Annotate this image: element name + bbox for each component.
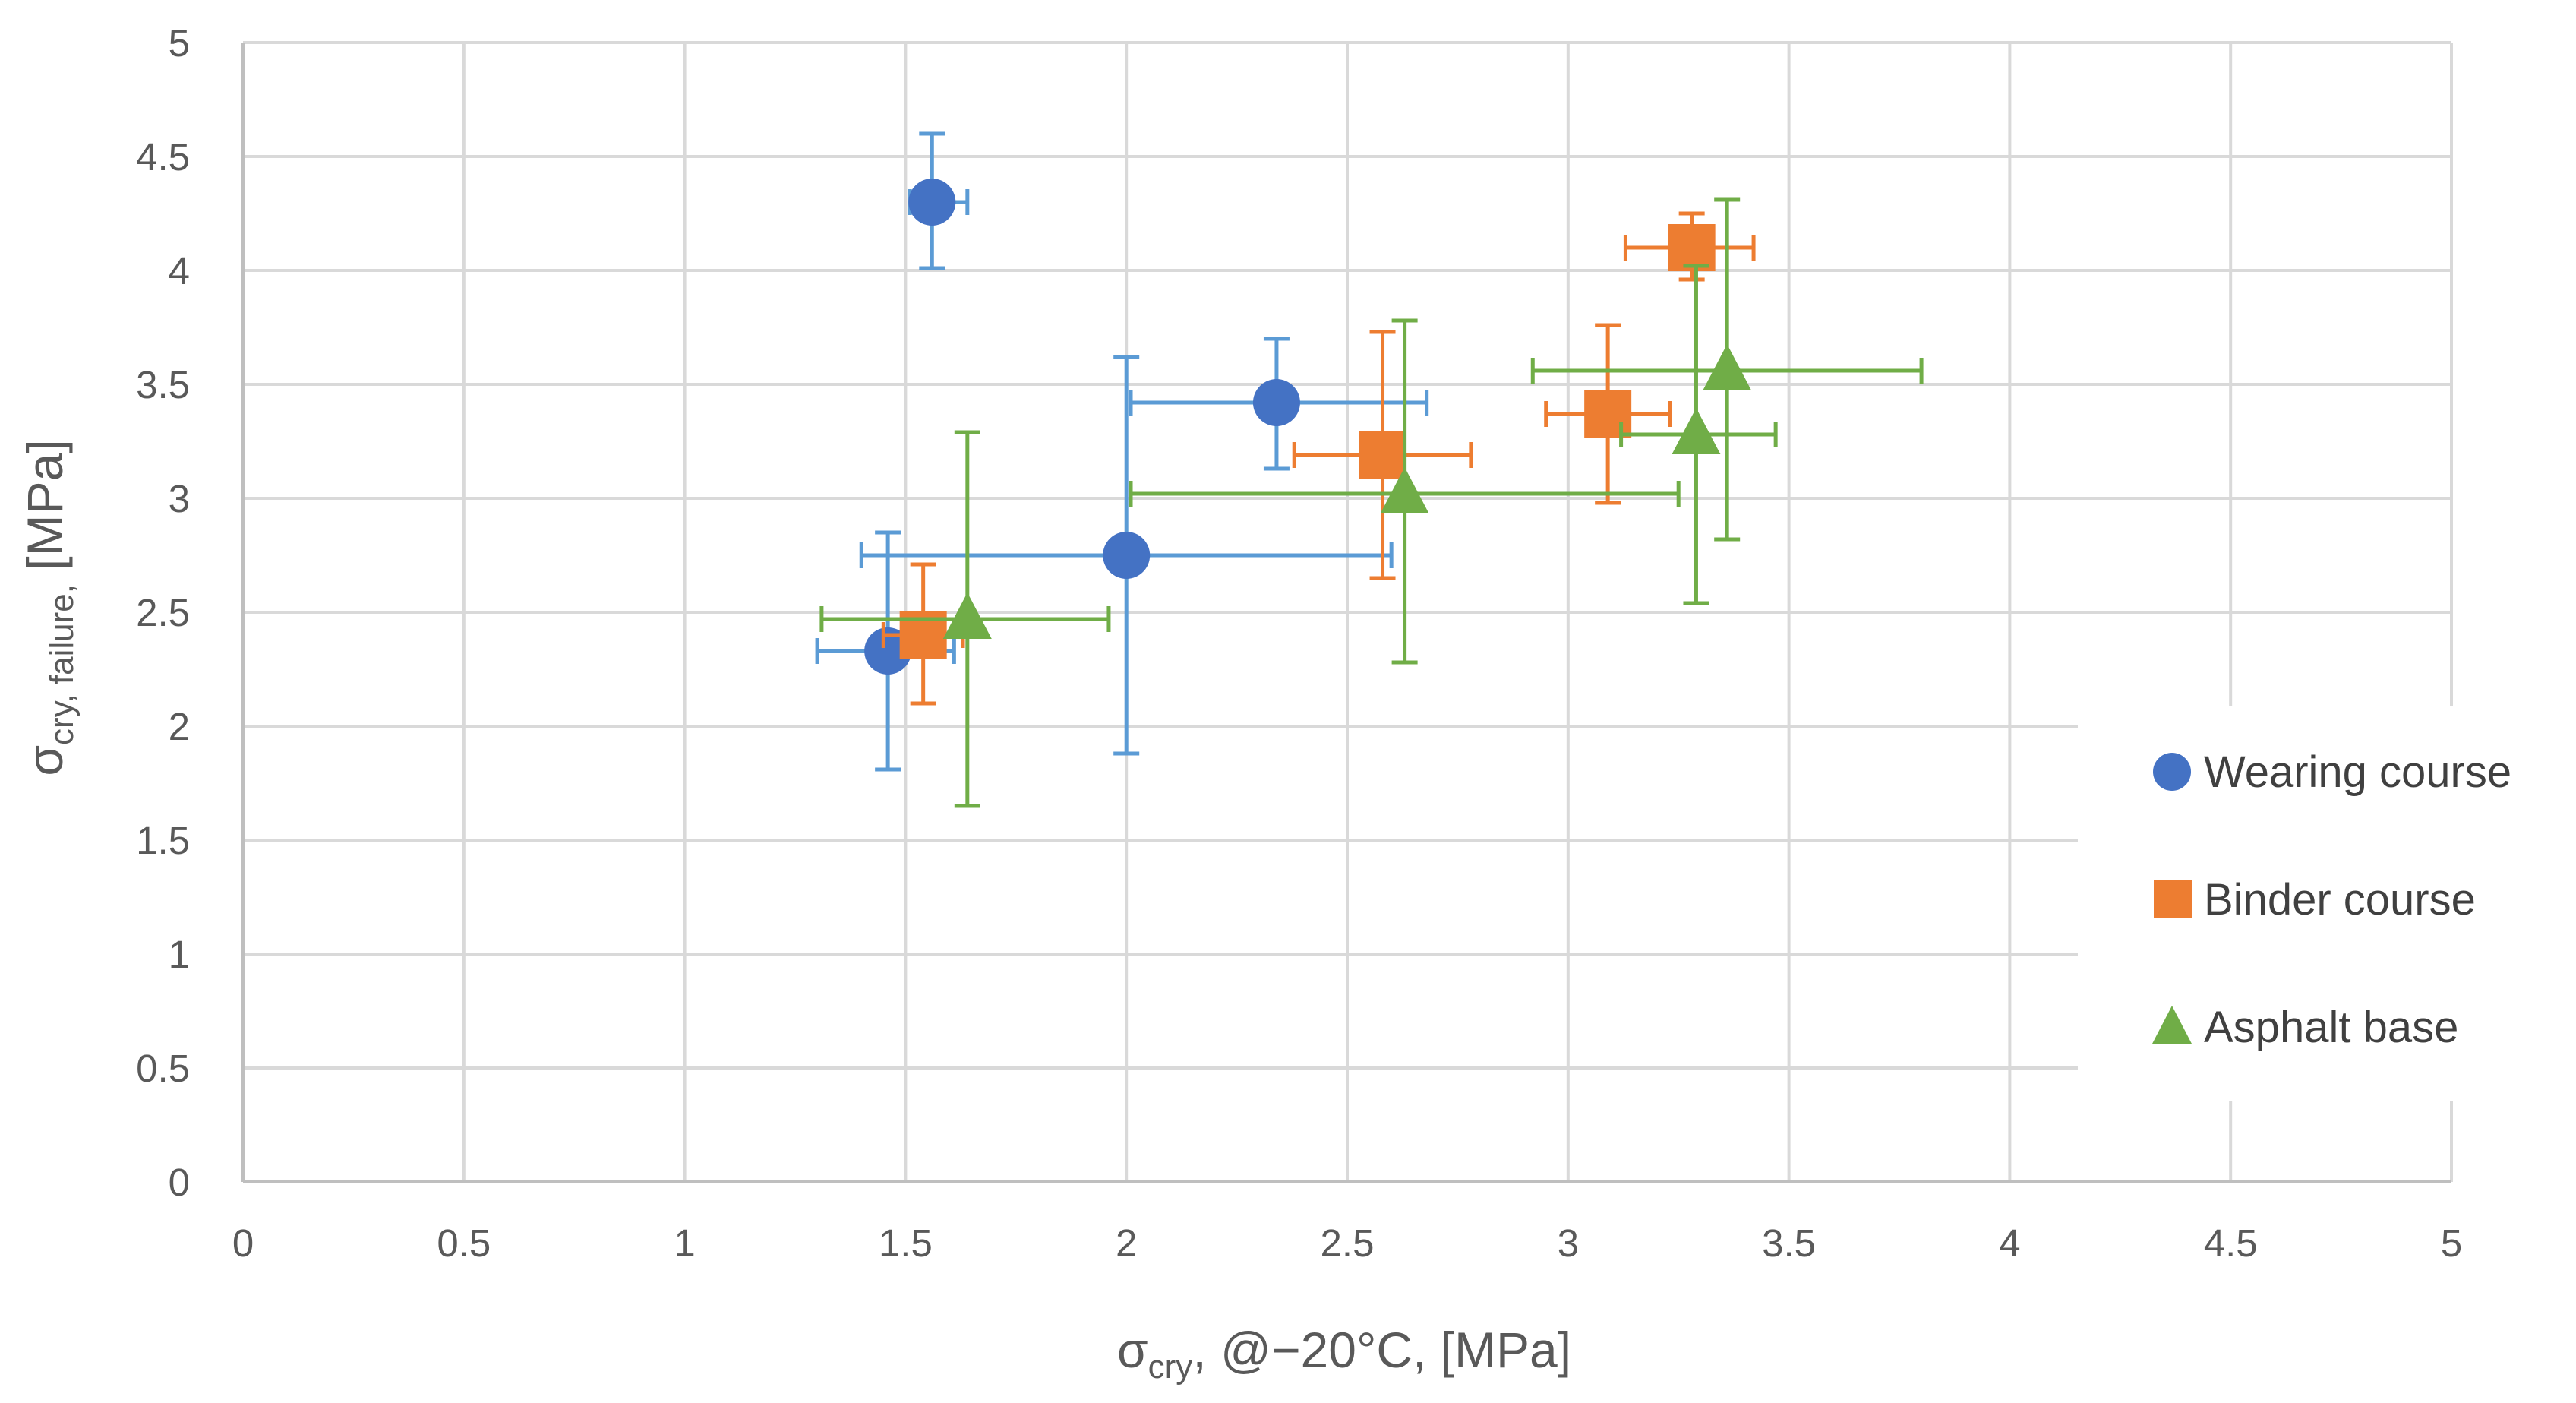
data-point-binder (1668, 224, 1716, 271)
series-wearing (815, 131, 1429, 772)
y-tick-label: 0.5 (136, 1047, 190, 1090)
y-tick-label: 3 (169, 477, 190, 520)
y-tick-label: 0 (169, 1161, 190, 1204)
y-axis-title-main: σ (17, 745, 73, 776)
y-tick-label: 2 (169, 705, 190, 748)
x-axis-title: σcry, @−20°C, [MPa] (1117, 1322, 1571, 1386)
legend-marker-binder (2154, 880, 2192, 918)
data-point-base (1672, 408, 1721, 454)
x-axis-title-main: σ (1117, 1322, 1148, 1378)
legend-entry-binder: Binder course (2154, 875, 2476, 924)
x-axis-title-rest: , @−20°C, [MPa] (1192, 1322, 1571, 1378)
legend-label-base: Asphalt base (2204, 1003, 2458, 1052)
data-point-wearing (908, 179, 956, 226)
axis-layer (242, 43, 2451, 1183)
series-binder (881, 211, 1756, 706)
x-tick-label: 1 (674, 1221, 695, 1265)
x-tick-label: 2 (1116, 1221, 1137, 1265)
x-tick-label: 4.5 (2204, 1221, 2258, 1265)
x-axis-title-sub: cry (1148, 1348, 1193, 1386)
y-tick-label: 3.5 (136, 363, 190, 406)
y-axis-title-rest: [MPa] (17, 439, 73, 584)
legend-entry-base: Asphalt base (2152, 1003, 2458, 1052)
data-point-wearing (1103, 532, 1151, 579)
data-point-base (1380, 467, 1429, 513)
y-tick-label: 4.5 (136, 135, 190, 179)
x-tick-label: 5 (2441, 1221, 2462, 1265)
x-tick-label: 1.5 (879, 1221, 933, 1265)
y-tick-label: 2.5 (136, 591, 190, 634)
legend-marker-base (2152, 1006, 2192, 1044)
legend-entry-wearing: Wearing course (2153, 747, 2511, 797)
y-tick-label: 1.5 (136, 819, 190, 862)
data-layer (815, 131, 1924, 808)
x-tick-label: 0.5 (437, 1221, 491, 1265)
legend-label-wearing: Wearing course (2204, 747, 2511, 797)
data-point-wearing (864, 627, 912, 675)
tick-labels: 0 0.5 1 1.5 2 2.5 3 3.5 4 4.5 5 0 0.5 1 1.5 2 2.5 3 3.5 4 4.… (136, 21, 2462, 1265)
x-tick-label: 2.5 (1321, 1221, 1375, 1265)
data-point-binder (1584, 390, 1632, 438)
x-tick-label: 4 (1999, 1221, 2020, 1265)
data-point-binder (1359, 431, 1406, 479)
y-axis-title: σcry, failure, [MPa] (17, 439, 80, 776)
x-tick-label: 3.5 (1762, 1221, 1816, 1265)
data-point-base (942, 592, 992, 639)
y-tick-label: 1 (169, 933, 190, 976)
series-base (819, 197, 1924, 808)
y-axis-title-sub: cry, failure, (43, 584, 80, 745)
y-tick-label: 4 (169, 249, 190, 292)
legend-marker-wearing (2153, 753, 2191, 791)
x-tick-label: 0 (232, 1221, 254, 1265)
data-point-base (1703, 344, 1752, 390)
y-tick-label: 5 (169, 21, 190, 65)
legend: Wearing course Binder course Asphalt base (2152, 747, 2511, 1052)
x-tick-label: 3 (1558, 1221, 1579, 1265)
legend-label-binder: Binder course (2204, 875, 2476, 924)
data-point-wearing (1252, 379, 1300, 426)
